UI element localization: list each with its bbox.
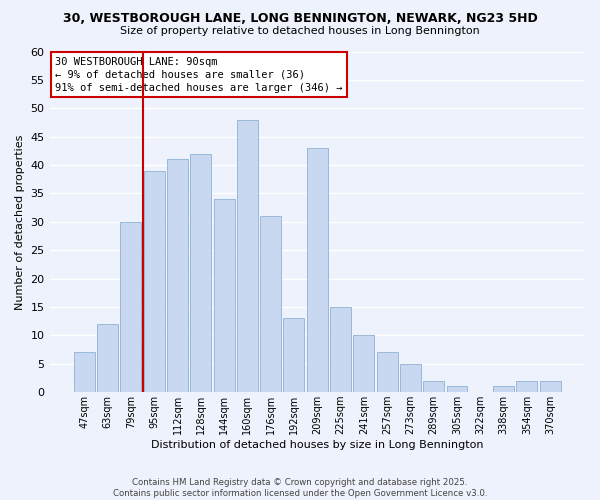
Bar (237, 120, 258, 392)
Bar (167, 160, 188, 392)
Bar (283, 318, 304, 392)
Bar (307, 148, 328, 392)
Bar (493, 386, 514, 392)
Bar (400, 364, 421, 392)
Text: 30 WESTBOROUGH LANE: 90sqm
← 9% of detached houses are smaller (36)
91% of semi-: 30 WESTBOROUGH LANE: 90sqm ← 9% of detac… (55, 56, 343, 93)
Bar (74, 352, 95, 392)
Bar (330, 307, 351, 392)
Bar (423, 381, 444, 392)
Text: Contains HM Land Registry data © Crown copyright and database right 2025.
Contai: Contains HM Land Registry data © Crown c… (113, 478, 487, 498)
Bar (214, 199, 235, 392)
Text: 30, WESTBOROUGH LANE, LONG BENNINGTON, NEWARK, NG23 5HD: 30, WESTBOROUGH LANE, LONG BENNINGTON, N… (62, 12, 538, 26)
Bar (517, 381, 538, 392)
Bar (144, 170, 165, 392)
Bar (353, 336, 374, 392)
Bar (190, 154, 211, 392)
Bar (121, 222, 142, 392)
Bar (97, 324, 118, 392)
Bar (446, 386, 467, 392)
Bar (539, 381, 560, 392)
Text: Size of property relative to detached houses in Long Bennington: Size of property relative to detached ho… (120, 26, 480, 36)
Y-axis label: Number of detached properties: Number of detached properties (15, 134, 25, 310)
X-axis label: Distribution of detached houses by size in Long Bennington: Distribution of detached houses by size … (151, 440, 484, 450)
Bar (260, 216, 281, 392)
Bar (377, 352, 398, 392)
